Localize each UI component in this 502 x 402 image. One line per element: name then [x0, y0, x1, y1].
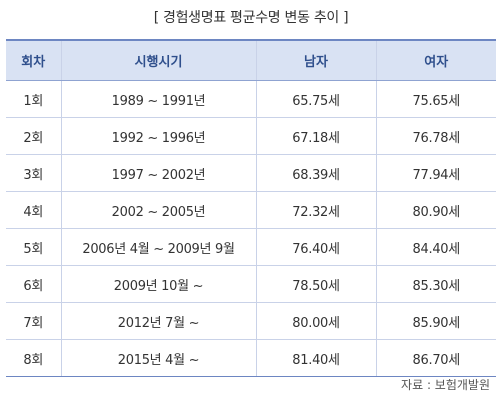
female-cell: 77.94세	[375, 154, 496, 192]
table-row: 1회 1989 ~ 1991년 65.75세 75.65세	[6, 80, 496, 118]
table-row: 8회 2015년 4월 ~ 81.40세 86.70세	[6, 339, 496, 377]
period-cell: 2002 ~ 2005년	[60, 191, 256, 229]
life-expectancy-table: 회차 시행시기 남자 여자 1회 1989 ~ 1991년 65.75세 75.…	[6, 39, 496, 377]
male-cell: 78.50세	[255, 265, 376, 303]
male-cell: 80.00세	[255, 302, 376, 340]
female-cell: 75.65세	[375, 80, 496, 118]
round-cell: 8회	[6, 339, 61, 377]
male-cell: 67.18세	[255, 117, 376, 155]
female-cell: 85.90세	[375, 302, 496, 340]
column-header-male: 남자	[255, 39, 376, 81]
table-header-row: 회차 시행시기 남자 여자	[6, 39, 496, 81]
female-cell: 84.40세	[375, 228, 496, 266]
period-cell: 2015년 4월 ~	[60, 339, 256, 377]
male-cell: 65.75세	[255, 80, 376, 118]
round-cell: 2회	[6, 117, 61, 155]
table-row: 3회 1997 ~ 2002년 68.39세 77.94세	[6, 154, 496, 192]
round-cell: 5회	[6, 228, 61, 266]
male-cell: 72.32세	[255, 191, 376, 229]
round-cell: 3회	[6, 154, 61, 192]
male-cell: 68.39세	[255, 154, 376, 192]
female-cell: 80.90세	[375, 191, 496, 229]
female-cell: 86.70세	[375, 339, 496, 377]
round-cell: 1회	[6, 80, 61, 118]
round-cell: 4회	[6, 191, 61, 229]
female-cell: 76.78세	[375, 117, 496, 155]
column-header-female: 여자	[375, 39, 496, 81]
period-cell: 1992 ~ 1996년	[60, 117, 256, 155]
table-row: 6회 2009년 10월 ~ 78.50세 85.30세	[6, 265, 496, 303]
source-note: 자료 : 보험개발원	[401, 378, 490, 392]
table-title: [ 경험생명표 평균수명 변동 추이 ]	[153, 10, 349, 26]
male-cell: 81.40세	[255, 339, 376, 377]
period-cell: 2012년 7월 ~	[60, 302, 256, 340]
round-cell: 6회	[6, 265, 61, 303]
table-row: 2회 1992 ~ 1996년 67.18세 76.78세	[6, 117, 496, 155]
table-row: 7회 2012년 7월 ~ 80.00세 85.90세	[6, 302, 496, 340]
table-row: 5회 2006년 4월 ~ 2009년 9월 76.40세 84.40세	[6, 228, 496, 266]
period-cell: 2006년 4월 ~ 2009년 9월	[60, 228, 256, 266]
male-cell: 76.40세	[255, 228, 376, 266]
period-cell: 1989 ~ 1991년	[60, 80, 256, 118]
column-header-round: 회차	[6, 39, 61, 81]
period-cell: 1997 ~ 2002년	[60, 154, 256, 192]
column-header-period: 시행시기	[60, 39, 256, 81]
table-row: 4회 2002 ~ 2005년 72.32세 80.90세	[6, 191, 496, 229]
round-cell: 7회	[6, 302, 61, 340]
female-cell: 85.30세	[375, 265, 496, 303]
period-cell: 2009년 10월 ~	[60, 265, 256, 303]
